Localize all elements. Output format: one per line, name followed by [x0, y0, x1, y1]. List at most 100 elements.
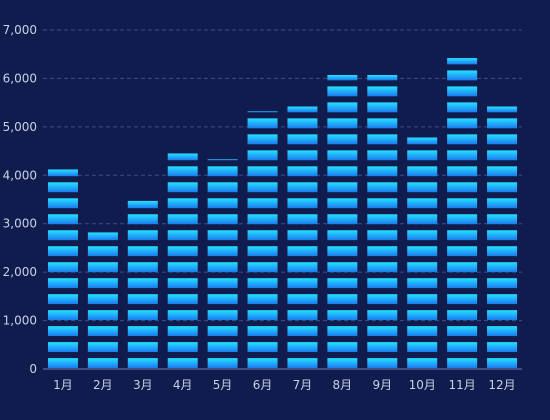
x-tick-label: 9月	[372, 378, 392, 392]
bar-block	[327, 182, 358, 193]
bar-block	[167, 153, 198, 161]
x-tick-label: 8月	[333, 378, 353, 392]
bar-block	[327, 150, 358, 161]
bar-block	[487, 166, 518, 177]
bar-block	[87, 262, 118, 273]
bar-block	[447, 58, 478, 65]
bar-block	[447, 262, 478, 273]
bar-block	[167, 246, 198, 257]
bar-block	[167, 278, 198, 289]
bar-block	[167, 262, 198, 273]
bar-block	[247, 326, 278, 337]
bar-block	[207, 230, 238, 241]
bar	[447, 58, 478, 368]
bar-block	[87, 294, 118, 305]
bar-block	[167, 310, 198, 321]
bar-block	[487, 310, 518, 321]
bar-block	[207, 278, 238, 289]
x-tick-label: 5月	[213, 378, 233, 392]
bar-block	[327, 166, 358, 177]
bar-block	[487, 230, 518, 241]
bar-block	[447, 182, 478, 193]
bar-block	[87, 246, 118, 257]
bar-block	[327, 134, 358, 145]
bar-block	[127, 200, 158, 209]
bar-block	[247, 214, 278, 225]
bar-block	[127, 230, 158, 241]
bar-block	[327, 278, 358, 289]
bar-block	[287, 294, 318, 305]
bar-block	[367, 278, 398, 289]
grid-lines	[43, 29, 522, 322]
bar-block	[407, 310, 438, 321]
bar-block	[127, 310, 158, 321]
bar-block	[287, 118, 318, 129]
bar-block	[487, 106, 518, 113]
bar	[287, 106, 318, 368]
bar-block	[407, 166, 438, 177]
bar-block	[287, 230, 318, 241]
bar-block	[167, 342, 198, 353]
bar-block	[287, 134, 318, 145]
bar-block	[447, 310, 478, 321]
bar-block	[247, 310, 278, 321]
bar-block	[327, 230, 358, 241]
bar-block	[487, 246, 518, 257]
bar	[247, 111, 278, 368]
bar-block	[47, 294, 78, 305]
bar-block	[207, 182, 238, 193]
bar-block	[447, 134, 478, 145]
bar-block	[407, 294, 438, 305]
bar-block	[287, 358, 318, 368]
bar-block	[407, 326, 438, 337]
bar-block	[247, 166, 278, 177]
bar-block	[447, 246, 478, 257]
bar-block	[487, 278, 518, 289]
bar-block	[367, 246, 398, 257]
bar-block	[487, 342, 518, 353]
bar-block	[447, 326, 478, 337]
bar-block	[127, 262, 158, 273]
bar-block	[287, 150, 318, 161]
y-tick-label: 0	[29, 362, 37, 376]
bar-block	[367, 86, 398, 97]
bar-block	[207, 262, 238, 273]
x-tick-label: 6月	[253, 378, 273, 392]
bar-block	[447, 70, 478, 81]
bar-block	[367, 198, 398, 209]
bar-block	[367, 310, 398, 321]
bar-block	[447, 230, 478, 241]
bar-block	[367, 294, 398, 305]
bar-block	[487, 214, 518, 225]
bar-block	[287, 214, 318, 225]
bar-block	[207, 294, 238, 305]
bar-block	[367, 75, 398, 81]
bar-block	[447, 118, 478, 129]
bar-block	[367, 326, 398, 337]
bar-block	[407, 246, 438, 257]
bar-block	[367, 214, 398, 225]
bar-block	[47, 358, 78, 368]
bar-block	[367, 262, 398, 273]
bar-block	[47, 326, 78, 337]
bar	[127, 200, 158, 368]
x-tick-label: 10月	[409, 378, 436, 392]
bar-block	[447, 278, 478, 289]
x-tick-label: 4月	[173, 378, 193, 392]
bar-block	[367, 102, 398, 113]
bar-block	[87, 342, 118, 353]
bar-block	[487, 134, 518, 145]
bar-block	[127, 246, 158, 257]
x-tick-label: 12月	[488, 378, 515, 392]
bar-block	[167, 294, 198, 305]
bar-block	[47, 342, 78, 353]
bar-block	[327, 310, 358, 321]
bar-block	[167, 230, 198, 241]
bar-block	[367, 230, 398, 241]
bar-block	[407, 358, 438, 368]
bar	[207, 159, 238, 368]
bar-block	[167, 182, 198, 193]
bar-block	[407, 342, 438, 353]
bar-block	[367, 166, 398, 177]
